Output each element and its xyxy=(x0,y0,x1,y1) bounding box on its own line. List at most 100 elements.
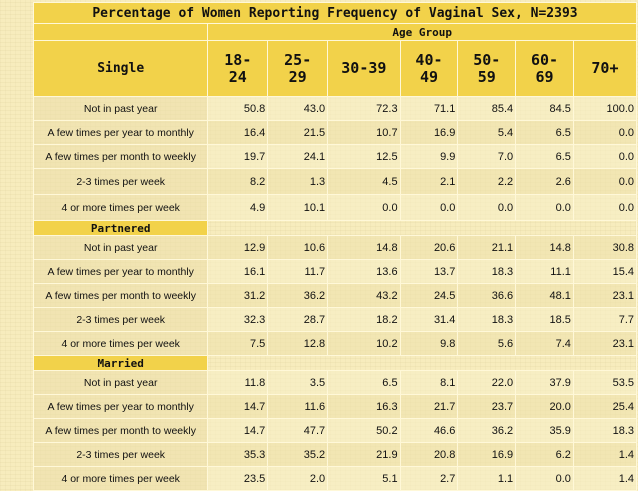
age-column-header: 30-39 xyxy=(327,40,401,97)
value-cell: 35.9 xyxy=(515,418,574,443)
value-cell: 2.6 xyxy=(515,168,574,195)
value-cell: 21.9 xyxy=(327,442,401,467)
value-cell: 0.0 xyxy=(572,120,638,145)
value-cell: 3.5 xyxy=(267,370,329,395)
value-cell: 16.9 xyxy=(457,442,517,467)
value-cell: 18.3 xyxy=(457,307,517,332)
value-cell: 13.6 xyxy=(327,259,401,284)
value-cell: 14.7 xyxy=(207,418,269,443)
value-cell: 21.1 xyxy=(457,235,517,260)
value-cell: 50.8 xyxy=(207,96,269,121)
value-cell: 14.8 xyxy=(515,235,574,260)
value-cell: 53.5 xyxy=(572,370,638,395)
value-cell: 6.5 xyxy=(327,370,401,395)
age-column-header: 50- 59 xyxy=(457,40,517,97)
row-label: Not in past year xyxy=(32,96,209,121)
age-column-header: 25- 29 xyxy=(267,40,329,97)
value-cell: 12.9 xyxy=(207,235,269,260)
row-label: A few times per year to monthly xyxy=(32,259,209,284)
value-cell: 12.8 xyxy=(267,331,329,356)
table-row: 2-3 times per week 8.2 1.3 4.5 2.1 2.2 2.6 0.0 xyxy=(32,168,638,195)
value-cell: 100.0 xyxy=(572,96,638,121)
value-cell: 24.5 xyxy=(399,283,459,308)
row-label: A few times per year to monthly xyxy=(32,120,209,145)
value-cell: 46.6 xyxy=(399,418,459,443)
value-cell: 0.0 xyxy=(572,144,638,169)
value-cell: 9.9 xyxy=(399,144,459,169)
table-row: A few times per month to weekly 14.7 47.7 5… xyxy=(32,418,638,443)
row-label: A few times per month to weekly xyxy=(32,144,209,169)
value-cell: 6.2 xyxy=(515,442,574,467)
value-cell: 32.3 xyxy=(207,307,269,332)
value-cell: 21.5 xyxy=(267,120,329,145)
table-row: A few times per year to monthly 16.1 11.7 1… xyxy=(32,259,638,284)
value-cell: 9.8 xyxy=(399,331,459,356)
value-cell: 0.0 xyxy=(399,194,459,221)
value-cell: 84.5 xyxy=(515,96,574,121)
frequency-table: Percentage of Women Reporting Frequency … xyxy=(32,2,638,491)
value-cell: 37.9 xyxy=(515,370,574,395)
value-cell: 20.6 xyxy=(399,235,459,260)
value-cell: 8.2 xyxy=(207,168,269,195)
section-header-filler xyxy=(207,355,637,371)
value-cell: 16.4 xyxy=(207,120,269,145)
value-cell: 1.4 xyxy=(572,442,638,467)
value-cell: 72.3 xyxy=(327,96,401,121)
value-cell: 16.1 xyxy=(207,259,269,284)
value-cell: 11.8 xyxy=(207,370,269,395)
value-cell: 1.3 xyxy=(267,168,329,195)
value-cell: 5.6 xyxy=(457,331,517,356)
row-label: 2-3 times per week xyxy=(32,442,209,467)
table-row: 2-3 times per week 35.3 35.2 21.9 20.8 16.9 6.… xyxy=(32,442,638,467)
value-cell: 20.0 xyxy=(515,394,574,419)
value-cell: 13.7 xyxy=(399,259,459,284)
value-cell: 2.1 xyxy=(399,168,459,195)
value-cell: 36.2 xyxy=(267,283,329,308)
value-cell: 31.2 xyxy=(207,283,269,308)
value-cell: 10.6 xyxy=(267,235,329,260)
value-cell: 23.7 xyxy=(457,394,517,419)
value-cell: 48.1 xyxy=(515,283,574,308)
table-row: Not in past year 12.9 10.6 14.8 20.6 21.1 14.8… xyxy=(32,235,638,260)
value-cell: 43.0 xyxy=(267,96,329,121)
value-cell: 23.1 xyxy=(572,283,638,308)
value-cell: 36.2 xyxy=(457,418,517,443)
value-cell: 14.7 xyxy=(207,394,269,419)
value-cell: 43.2 xyxy=(327,283,401,308)
value-cell: 16.3 xyxy=(327,394,401,419)
section-header-filler xyxy=(207,220,637,236)
value-cell: 11.6 xyxy=(267,394,329,419)
value-cell: 10.1 xyxy=(267,194,329,221)
value-cell: 0.0 xyxy=(572,194,638,221)
row-label: A few times per year to monthly xyxy=(32,394,209,419)
table-row: 4 or more times per week 7.5 12.8 10.2 9.8 5.… xyxy=(32,331,638,356)
table-row: A few times per year to monthly 16.4 21.5 1… xyxy=(32,120,638,145)
value-cell: 21.7 xyxy=(399,394,459,419)
value-cell: 18.2 xyxy=(327,307,401,332)
value-cell: 50.2 xyxy=(327,418,401,443)
section-header-partnered: Partnered xyxy=(32,220,209,236)
row-label: 4 or more times per week xyxy=(32,194,209,221)
value-cell: 4.9 xyxy=(207,194,269,221)
value-cell: 18.3 xyxy=(572,418,638,443)
value-cell: 18.3 xyxy=(457,259,517,284)
value-cell: 20.8 xyxy=(399,442,459,467)
row-label: A few times per month to weekly xyxy=(32,283,209,308)
value-cell: 10.7 xyxy=(327,120,401,145)
value-cell: 12.5 xyxy=(327,144,401,169)
value-cell: 7.5 xyxy=(207,331,269,356)
value-cell: 0.0 xyxy=(457,194,517,221)
age-group-label: Age Group xyxy=(207,23,637,41)
table-row: Not in past year 11.8 3.5 6.5 8.1 22.0 37.9 53.… xyxy=(32,370,638,395)
table-row: 4 or more times per week 4.9 10.1 0.0 0.0 0.0… xyxy=(32,194,638,221)
row-label: Not in past year xyxy=(32,235,209,260)
value-cell: 7.0 xyxy=(457,144,517,169)
section-header-married: Married xyxy=(32,355,209,371)
value-cell: 16.9 xyxy=(399,120,459,145)
value-cell: 15.4 xyxy=(572,259,638,284)
value-cell: 7.4 xyxy=(515,331,574,356)
table-row: A few times per month to weekly 19.7 24.1 1… xyxy=(32,144,638,169)
value-cell: 8.1 xyxy=(399,370,459,395)
value-cell: 0.0 xyxy=(327,194,401,221)
value-cell: 36.6 xyxy=(457,283,517,308)
